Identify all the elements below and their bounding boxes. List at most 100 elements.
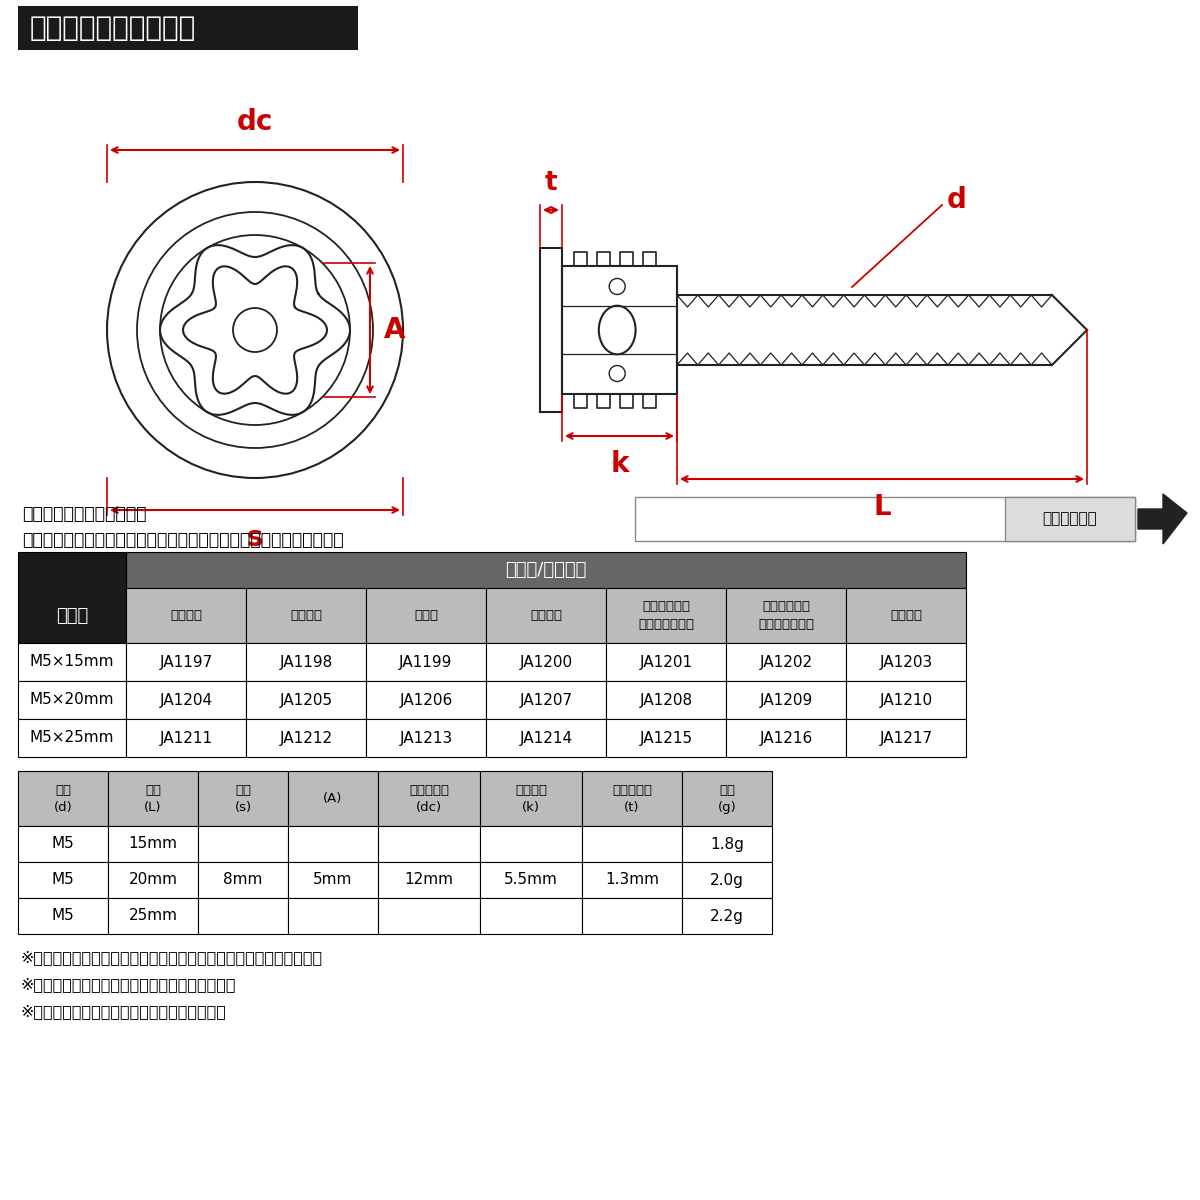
Bar xyxy=(582,770,682,826)
Text: ゴールド: ゴールド xyxy=(530,608,562,622)
Bar xyxy=(18,680,126,719)
Bar xyxy=(726,680,846,719)
Text: A: A xyxy=(384,316,406,344)
Bar xyxy=(606,719,726,757)
Text: 頭部高さ
(k): 頭部高さ (k) xyxy=(515,784,547,814)
Bar xyxy=(480,862,582,898)
Bar xyxy=(486,680,606,719)
Bar xyxy=(366,588,486,643)
Bar xyxy=(246,643,366,680)
Bar xyxy=(582,862,682,898)
Bar xyxy=(606,643,726,680)
Text: JA1217: JA1217 xyxy=(880,731,932,745)
Bar xyxy=(18,770,108,826)
Text: dc: dc xyxy=(236,108,274,136)
Bar xyxy=(582,898,682,934)
Bar xyxy=(726,588,846,643)
Text: 8mm: 8mm xyxy=(223,872,263,888)
Text: 入力していただけますとお探しの商品に素早くアクセスができます。: 入力していただけますとお探しの商品に素早くアクセスができます。 xyxy=(22,530,343,550)
Text: 重量
(g): 重量 (g) xyxy=(718,784,737,814)
Bar xyxy=(246,588,366,643)
Bar xyxy=(108,898,198,934)
Bar xyxy=(726,643,846,680)
Text: JA1214: JA1214 xyxy=(520,731,572,745)
Text: ※ご注文確定後の商品のご変更は出来ません。: ※ご注文確定後の商品のご変更は出来ません。 xyxy=(20,1004,226,1019)
Text: JA1209: JA1209 xyxy=(760,692,812,708)
Bar xyxy=(606,588,726,643)
Bar xyxy=(198,770,288,826)
Bar xyxy=(288,826,378,862)
Text: JA1213: JA1213 xyxy=(400,731,452,745)
Bar xyxy=(378,826,480,862)
Bar xyxy=(682,862,772,898)
Text: JA1203: JA1203 xyxy=(880,654,932,670)
Text: ストア内検索に商品番号を: ストア内検索に商品番号を xyxy=(22,505,146,523)
Bar xyxy=(486,643,606,680)
Text: フランジ径
(dc): フランジ径 (dc) xyxy=(409,784,449,814)
Bar xyxy=(378,898,480,934)
Text: JA1199: JA1199 xyxy=(400,654,452,670)
Text: JA1216: JA1216 xyxy=(760,731,812,745)
Bar xyxy=(366,719,486,757)
Bar xyxy=(18,719,126,757)
Text: M5: M5 xyxy=(52,836,74,852)
Text: M5×25mm: M5×25mm xyxy=(30,731,114,745)
Bar xyxy=(378,770,480,826)
Bar xyxy=(108,770,198,826)
Bar xyxy=(366,680,486,719)
Bar xyxy=(288,898,378,934)
Text: 20mm: 20mm xyxy=(128,872,178,888)
Bar xyxy=(846,680,966,719)
Text: 2.0g: 2.0g xyxy=(710,872,744,888)
Text: JA1200: JA1200 xyxy=(520,654,572,670)
Bar xyxy=(480,826,582,862)
Text: 平径
(s): 平径 (s) xyxy=(234,784,252,814)
Text: JA1198: JA1198 xyxy=(280,654,332,670)
Text: 呼び
(d): 呼び (d) xyxy=(54,784,72,814)
Text: JA1207: JA1207 xyxy=(520,692,572,708)
Text: M5×20mm: M5×20mm xyxy=(30,692,114,708)
Bar xyxy=(582,826,682,862)
Text: JA1208: JA1208 xyxy=(640,692,692,708)
Bar xyxy=(846,719,966,757)
Text: 25mm: 25mm xyxy=(128,908,178,924)
Bar xyxy=(288,862,378,898)
Text: (A): (A) xyxy=(323,792,343,805)
Bar xyxy=(126,680,246,719)
Text: ストア内検索: ストア内検索 xyxy=(1043,511,1097,527)
Text: k: k xyxy=(611,450,629,478)
Text: JA1215: JA1215 xyxy=(640,731,692,745)
Text: M5: M5 xyxy=(52,908,74,924)
Bar xyxy=(726,719,846,757)
Text: JA1197: JA1197 xyxy=(160,654,212,670)
Bar xyxy=(126,588,246,643)
Bar xyxy=(378,862,480,898)
Text: ※個体差により着色が異なる場合がございます。: ※個体差により着色が異なる場合がございます。 xyxy=(20,977,235,992)
Bar xyxy=(486,588,606,643)
Text: サイズ: サイズ xyxy=(56,606,88,624)
Bar xyxy=(18,643,126,680)
Bar xyxy=(126,643,246,680)
Bar xyxy=(486,719,606,757)
Text: JA1211: JA1211 xyxy=(160,731,212,745)
Text: s: s xyxy=(247,524,263,552)
Polygon shape xyxy=(1138,494,1187,544)
Text: フランジ厚
(t): フランジ厚 (t) xyxy=(612,784,652,814)
Text: 12mm: 12mm xyxy=(404,872,454,888)
Text: L: L xyxy=(874,493,890,521)
Bar xyxy=(846,643,966,680)
Text: カラー/当店品番: カラー/当店品番 xyxy=(505,560,587,578)
Bar xyxy=(366,643,486,680)
Bar xyxy=(682,770,772,826)
Bar xyxy=(18,862,108,898)
Bar xyxy=(198,898,288,934)
Text: JA1212: JA1212 xyxy=(280,731,332,745)
Bar xyxy=(606,680,726,719)
Bar xyxy=(246,719,366,757)
Text: ブルー: ブルー xyxy=(414,608,438,622)
Text: JA1205: JA1205 xyxy=(280,692,332,708)
Bar xyxy=(682,898,772,934)
Bar xyxy=(635,497,1135,541)
Text: ラインアップ＆サイズ: ラインアップ＆サイズ xyxy=(30,14,197,42)
Text: M5: M5 xyxy=(52,872,74,888)
